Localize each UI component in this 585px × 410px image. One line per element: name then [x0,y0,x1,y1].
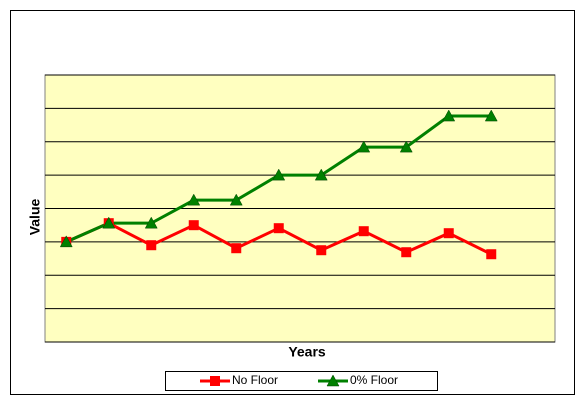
data-point [229,193,243,206]
data-point [357,140,371,153]
data-point [59,235,73,248]
data-point [144,216,158,229]
data-point [486,249,497,260]
y-axis-title: Value [27,199,43,236]
data-point [399,140,413,153]
data-point [401,247,412,258]
data-point [314,168,328,181]
legend [165,371,438,391]
legend-marker [210,376,220,386]
legend-label: No Floor [232,373,278,387]
data-point [187,193,201,206]
data-point [273,223,284,234]
data-point [443,228,454,239]
data-point [102,216,116,229]
data-point [358,226,369,237]
data-point [316,245,327,256]
data-point [231,243,242,254]
legend-label: 0% Floor [350,373,398,387]
data-point [484,109,498,122]
data-point [188,220,199,231]
data-point [442,109,456,122]
x-axis-title: Years [288,344,326,360]
data-point [146,240,157,251]
legend-marker [326,374,340,387]
data-point [272,168,286,181]
